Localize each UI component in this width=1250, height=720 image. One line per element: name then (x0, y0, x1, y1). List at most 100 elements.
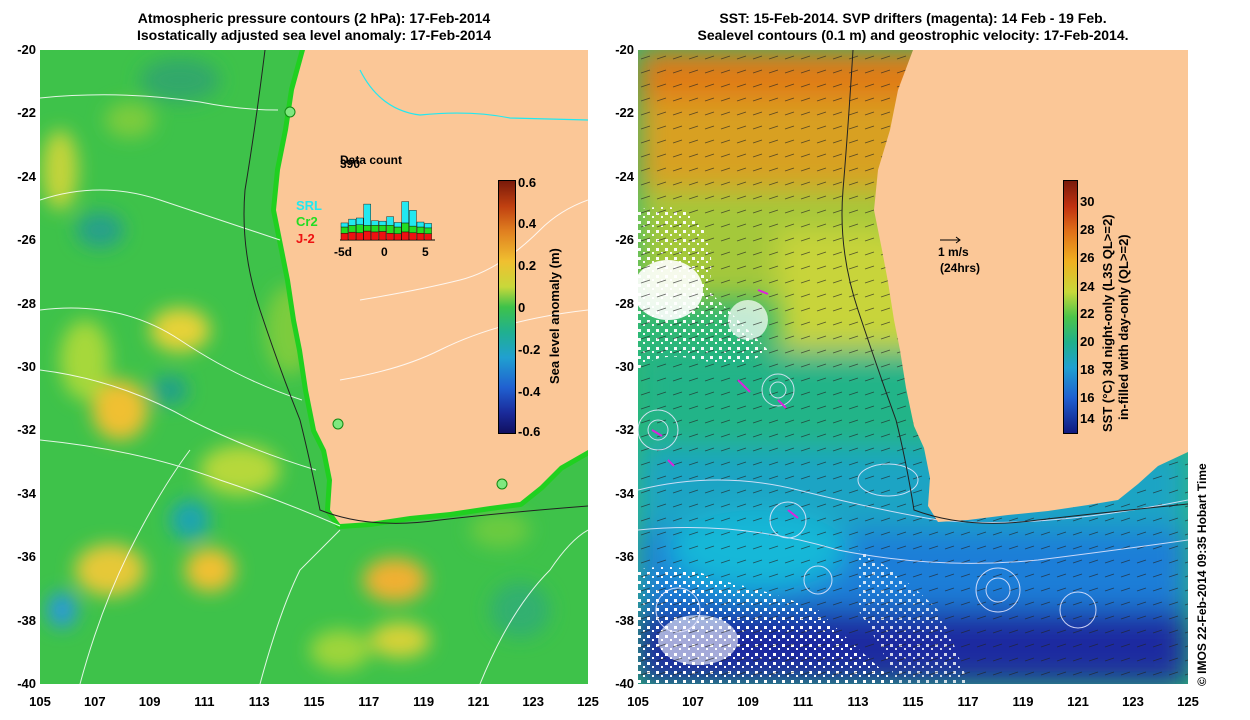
sla-colorbar-label: Sea level anomaly (m) (547, 248, 562, 384)
inset-bar-srl (340, 222, 349, 228)
right-y-tick: -20 (615, 42, 634, 57)
right-y-tick: -40 (615, 676, 634, 691)
left-title-line2: Isostatically adjusted sea level anomaly… (136, 27, 492, 43)
inset-bars (340, 201, 432, 241)
inset-bar-srl (348, 218, 356, 226)
left-y-tick: -34 (17, 485, 36, 501)
inset-bar-cr2 (424, 227, 432, 234)
river-line (359, 69, 588, 121)
inset-title: Data count (340, 153, 402, 167)
right-map: 1 m/s (24hrs) (638, 50, 1188, 684)
inset-bar-cr2 (340, 226, 349, 234)
tide-gauge-marker (284, 106, 296, 118)
right-x-tick: 111 (792, 694, 814, 709)
legend-cr2: Cr2 (296, 214, 318, 229)
inset-bar-j2 (378, 231, 387, 241)
left-x-tick: 115 (303, 694, 325, 709)
left-y-tick: -36 (17, 549, 36, 565)
inset-bar-cr2 (394, 226, 402, 234)
left-x-tick: 105 (29, 694, 51, 709)
inset-bar-cr2 (378, 224, 387, 232)
right-x-tick: 113 (847, 694, 869, 709)
inset-bar-cr2 (371, 224, 379, 233)
pressure-contours (40, 94, 588, 684)
inset-bar-j2 (401, 231, 409, 241)
right-title-line2: Sealevel contours (0.1 m) and geostrophi… (697, 27, 1129, 43)
right-x-tick: 123 (1122, 694, 1144, 709)
australia-landmass-sst (874, 50, 1188, 522)
inset-bar-cr2 (356, 224, 364, 234)
inset-bar-srl (416, 221, 425, 228)
left-title-line1: Atmospheric pressure contours (2 hPa): 1… (137, 10, 491, 26)
velocity-key-line2: (24hrs) (940, 261, 980, 275)
left-x-tick: 109 (138, 694, 161, 709)
inset-bar-srl (378, 220, 387, 226)
sla-cb-tick-4: -0.2 (518, 342, 541, 357)
right-y-tick: -34 (615, 485, 634, 501)
legend-srl: SRL (296, 198, 322, 213)
inset-bar-srl (386, 216, 394, 226)
sst-cb-tick-0: 30 (1080, 194, 1095, 209)
left-x-tick: 107 (83, 694, 106, 709)
sst-cb-tick-5: 20 (1080, 334, 1095, 349)
right-y-tick: -22 (615, 105, 634, 121)
sla-cb-tick-3: 0 (518, 300, 526, 315)
inset-bar-j2 (340, 233, 349, 241)
left-title: Atmospheric pressure contours (2 hPa): 1… (40, 10, 588, 44)
left-x-tick: 123 (522, 694, 545, 709)
inset-bar-srl (363, 203, 371, 226)
left-y-tick: -30 (17, 359, 36, 374)
sst-colorbar-label-line2: in-filled with day-only (QL>=2) (1116, 234, 1131, 420)
right-y-tick: -30 (615, 359, 634, 374)
left-y-tick: -38 (17, 612, 36, 628)
sla-anomaly-blobs (42, 58, 550, 670)
inset-bar-srl (371, 220, 379, 226)
right-x-tick: 105 (627, 694, 649, 709)
right-title-line1: SST: 15-Feb-2014. SVP drifters (magenta)… (719, 10, 1107, 26)
inset-bar-j2 (371, 231, 379, 241)
left-y-tick: -32 (17, 422, 36, 438)
left-y-tick: -26 (17, 232, 36, 248)
left-x-tick: 121 (467, 694, 490, 709)
right-x-tick: 107 (682, 694, 704, 709)
sst-cb-tick-8: 14 (1080, 411, 1095, 426)
sla-colorbar (498, 180, 516, 434)
inset-bar-j2 (424, 233, 432, 241)
right-y-tick: -32 (615, 422, 634, 438)
inset-bar-j2 (363, 230, 371, 241)
sla-cb-tick-5: -0.4 (518, 384, 541, 399)
left-x-tick: 117 (358, 694, 380, 709)
inset-bar-j2 (356, 232, 364, 241)
shelf-break-line (841, 50, 1188, 524)
sla-cb-tick-6: -0.6 (518, 424, 541, 439)
sst-colorbar-label-line1: SST (°C) 3d night-only (L3S QL>=2) (1100, 214, 1115, 432)
inset-xtick-5: 5 (422, 245, 429, 259)
inset-bar-j2 (386, 233, 394, 241)
left-x-tick: 125 (577, 694, 599, 709)
right-x-tick: 109 (737, 694, 759, 709)
velocity-key-line1: 1 m/s (938, 245, 969, 259)
sst-cb-tick-7: 16 (1080, 390, 1095, 405)
sla-cb-tick-0: 0.6 (518, 175, 537, 190)
right-y-tick: -38 (615, 612, 634, 628)
right-title: SST: 15-Feb-2014. SVP drifters (magenta)… (638, 10, 1188, 44)
left-x-tick: 119 (413, 694, 435, 709)
inset-bar-srl (424, 223, 432, 229)
right-x-tick: 119 (1012, 694, 1034, 709)
right-y-tick: -26 (615, 232, 634, 248)
inset-bar-j2 (348, 231, 356, 241)
left-y-tick: -28 (17, 295, 36, 311)
svp-drifter-tracks (651, 289, 799, 519)
sla-cb-tick-1: 0.4 (518, 216, 537, 231)
inset-bar-j2 (416, 233, 425, 241)
left-x-tick: 113 (248, 694, 270, 709)
left-x-tick: 111 (194, 694, 215, 709)
inset-xtick-0: 0 (381, 245, 388, 259)
right-x-tick: 115 (902, 694, 924, 709)
inset-bar-cr2 (416, 226, 425, 234)
right-y-tick: -36 (615, 549, 634, 565)
right-y-tick: -28 (615, 295, 634, 311)
inset-bar-j2 (394, 233, 402, 241)
left-y-tick: -20 (17, 42, 36, 57)
right-y-tick: -24 (615, 168, 634, 184)
